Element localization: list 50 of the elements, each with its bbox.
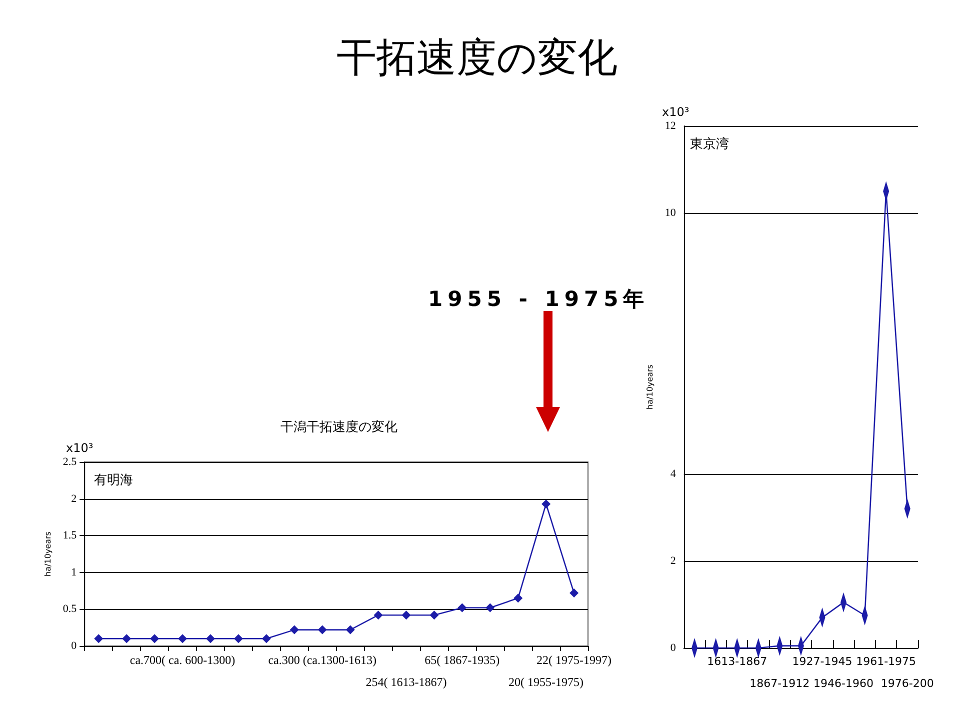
annotation: 有明海 [94, 473, 133, 488]
y-axis-title: ha/10years [44, 532, 52, 576]
x-tick-label: 1976-200 [880, 677, 934, 690]
chart-title: 干潟干拓速度の変化 [280, 419, 398, 435]
point [206, 634, 215, 644]
y-tick-label: 1.5 [62, 530, 78, 542]
y-tick-label: 0 [71, 640, 78, 652]
x-tick-label: 22( 1975-1997) [536, 653, 612, 667]
y-tick-label: 12 [664, 120, 676, 132]
point [514, 594, 523, 603]
x-tick-label: 20( 1955-1975) [508, 675, 584, 689]
point [402, 610, 411, 620]
y-tick-label: 4 [670, 468, 676, 480]
point [150, 634, 160, 644]
x-tick-label: 65( 1867-1935) [424, 653, 500, 667]
text: x10³ [66, 441, 94, 455]
annotation: 東京湾 [690, 136, 729, 152]
point [122, 634, 132, 644]
x-tick-label: 1946-1960 [814, 677, 874, 690]
point [234, 634, 243, 644]
text: x10³ [662, 105, 690, 119]
point [94, 634, 104, 644]
text: 干拓速度の変化 [336, 34, 618, 83]
y-tick-label: 1 [71, 566, 77, 578]
y-tick-label: 2.5 [62, 456, 78, 468]
point [486, 603, 495, 612]
x-tick-label: ca.300 (ca.1300-1613) [268, 653, 376, 667]
point [318, 625, 327, 634]
point [430, 610, 439, 620]
point [262, 634, 271, 644]
y-tick-label: 0 [670, 642, 676, 654]
x-tick-label: 1927-1945 [792, 655, 852, 668]
x-tick-label: 1961-1975 [856, 655, 916, 668]
point [346, 625, 355, 634]
point [570, 588, 579, 598]
point [458, 603, 467, 612]
x-tick-label: ca.700( ca. 600-1300) [130, 653, 236, 667]
point [290, 625, 299, 634]
x-tick-label: 1867-1912 [750, 677, 810, 690]
text: 1955 - 1975年 [428, 286, 650, 313]
y-tick-label: 10 [664, 207, 676, 219]
x-tick-label: 254( 1613-1867) [366, 675, 447, 689]
point [542, 499, 551, 508]
y-tick-label: 0.5 [62, 603, 78, 616]
x-tick-label: 1613-1867 [707, 655, 768, 668]
y-tick-label: 2 [670, 555, 676, 567]
y-tick-label: 2 [71, 492, 77, 505]
point [178, 634, 188, 644]
y-axis-title: ha/10years [646, 364, 654, 410]
point [374, 610, 383, 620]
